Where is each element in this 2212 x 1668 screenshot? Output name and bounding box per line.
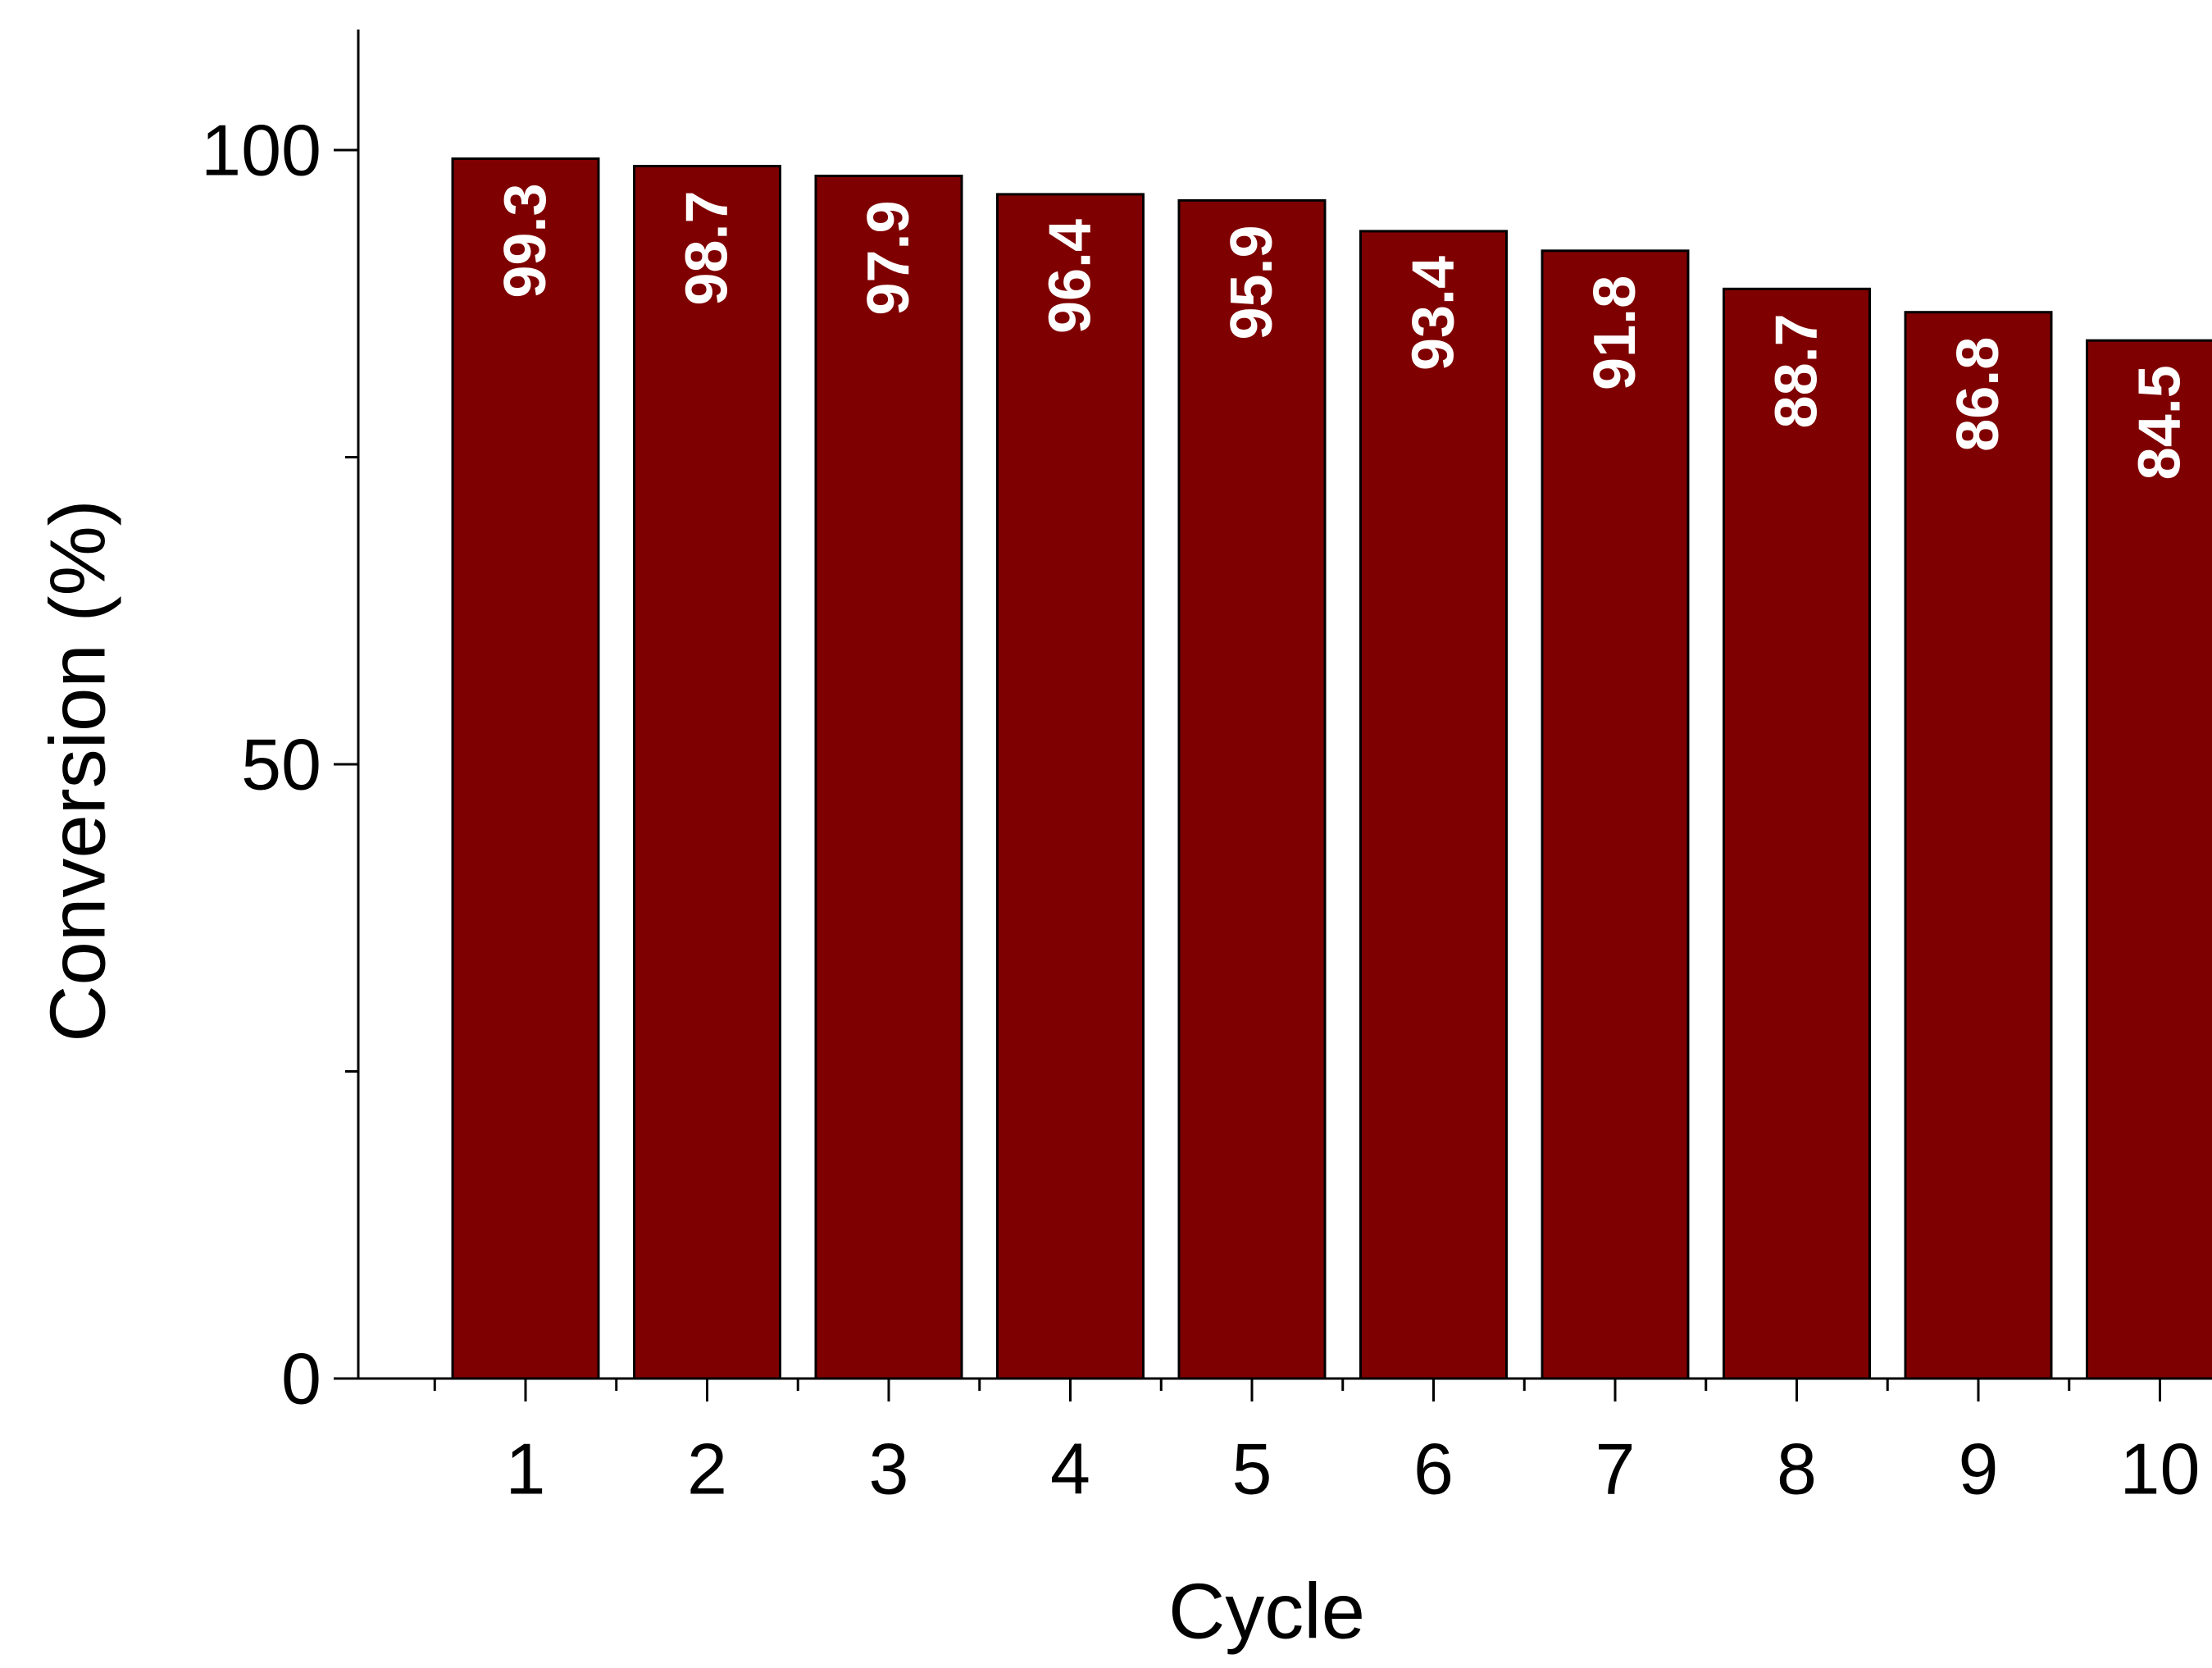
bar-cycle-5 bbox=[1179, 200, 1325, 1379]
bar-value-label: 96.4 bbox=[1038, 219, 1104, 334]
y-tick-label: 50 bbox=[241, 724, 321, 805]
bar-value-label: 98.7 bbox=[675, 191, 740, 306]
bar-value-label: 93.4 bbox=[1401, 256, 1467, 371]
bar-cycle-1 bbox=[453, 159, 599, 1379]
bar-value-label: 97.9 bbox=[856, 201, 922, 316]
bar-value-label: 91.8 bbox=[1582, 276, 1648, 390]
x-tick-label: 6 bbox=[1413, 1429, 1454, 1510]
x-tick-label: 3 bbox=[869, 1429, 909, 1510]
bar-cycle-2 bbox=[635, 166, 781, 1379]
x-tick-label: 7 bbox=[1595, 1429, 1636, 1510]
bar-value-label: 84.5 bbox=[2128, 365, 2193, 480]
x-tick-label: 9 bbox=[1959, 1429, 1999, 1510]
bar-cycle-6 bbox=[1361, 231, 1507, 1379]
bar-cycle-10 bbox=[2087, 340, 2212, 1379]
bar-cycle-3 bbox=[816, 176, 962, 1379]
y-tick-label: 0 bbox=[281, 1338, 321, 1420]
bar-cycle-4 bbox=[998, 194, 1144, 1379]
x-tick-label: 10 bbox=[2120, 1429, 2201, 1510]
bar-value-label: 99.3 bbox=[493, 184, 558, 299]
x-tick-label: 8 bbox=[1777, 1429, 1817, 1510]
bar-value-label: 88.7 bbox=[1764, 313, 1830, 428]
bar-cycle-9 bbox=[1905, 312, 2051, 1379]
x-tick-label: 2 bbox=[687, 1429, 727, 1510]
bar-value-label: 95.9 bbox=[1219, 225, 1285, 340]
x-axis-title: Cycle bbox=[1168, 1568, 1365, 1656]
x-tick-label: 5 bbox=[1232, 1429, 1272, 1510]
x-tick-label: 1 bbox=[506, 1429, 546, 1510]
x-tick-label: 4 bbox=[1050, 1429, 1090, 1510]
bar-value-label: 86.8 bbox=[1946, 337, 2011, 452]
y-tick-label: 100 bbox=[201, 110, 321, 191]
y-axis-title: Conversion (%) bbox=[34, 499, 122, 1042]
bar-cycle-7 bbox=[1542, 251, 1688, 1379]
bar-cycle-8 bbox=[1724, 289, 1870, 1379]
